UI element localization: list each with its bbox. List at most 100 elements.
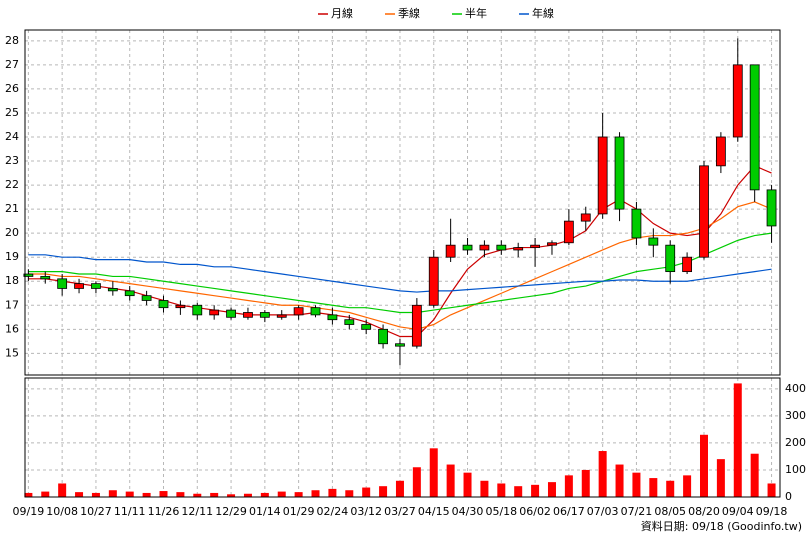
volume-bar	[24, 492, 33, 497]
x-tick-label: 07/21	[621, 505, 653, 518]
candle-body	[580, 213, 591, 222]
volume-bar	[666, 480, 675, 497]
candle-body	[496, 244, 507, 251]
y-tick-label: 20	[5, 226, 19, 239]
volume-bar	[58, 483, 67, 497]
x-tick-label: 06/17	[553, 505, 585, 518]
candle-body	[361, 324, 372, 330]
candle-body	[259, 312, 270, 318]
candle-body	[715, 136, 726, 167]
candle-body	[479, 244, 490, 251]
candle-body	[445, 244, 456, 258]
y-tick-label: 23	[5, 154, 19, 167]
volume-bar	[176, 492, 185, 497]
ma-line	[28, 254, 772, 293]
legend-label: 半年	[465, 6, 487, 20]
candle-body	[648, 237, 659, 246]
candle-body	[665, 244, 676, 273]
candle-body	[395, 343, 405, 347]
candle-body	[462, 244, 473, 251]
volume-bar	[294, 492, 303, 497]
x-tick-label: 09/18	[756, 505, 788, 518]
volume-bar	[311, 490, 320, 497]
candle-body	[344, 319, 355, 325]
legend-label: 季線	[398, 6, 420, 20]
y-tick-label: 17	[5, 298, 19, 311]
candle-body	[192, 304, 203, 316]
candle-body	[91, 283, 101, 289]
x-tick-label: 12/29	[215, 505, 247, 518]
volume-bar	[514, 486, 523, 497]
legend-label: 月線	[331, 6, 353, 20]
y-tick-label: 0	[785, 490, 792, 503]
x-tick-label: 10/27	[80, 505, 112, 518]
volume-bar	[412, 467, 421, 497]
candle-body	[276, 314, 287, 318]
y-tick-label: 400	[785, 382, 806, 395]
plot-frame	[24, 377, 781, 498]
candle-body	[597, 136, 608, 215]
volume-bar	[547, 482, 556, 497]
volume-bar	[497, 483, 506, 497]
x-tick-label: 10/08	[46, 505, 78, 518]
x-tick-label: 06/02	[519, 505, 551, 518]
ma-line	[28, 232, 772, 314]
volume-bar	[159, 491, 168, 497]
volume-bar	[649, 478, 658, 497]
x-tick-label: 03/12	[350, 505, 382, 518]
candle-body	[699, 165, 709, 258]
y-tick-label: 16	[5, 322, 19, 335]
volume-bar	[564, 475, 573, 497]
candle-body	[749, 64, 760, 191]
volume-bar	[210, 492, 219, 497]
candle-body	[428, 256, 439, 306]
y-tick-label: 25	[5, 106, 19, 119]
volume-bar	[463, 472, 472, 497]
volume-bar	[716, 459, 725, 497]
candle-body	[563, 220, 574, 244]
volume-bar	[733, 383, 742, 497]
candle-body	[57, 278, 68, 289]
candle-body	[107, 288, 118, 292]
candle-body	[293, 307, 304, 316]
candle-body	[243, 312, 253, 318]
candle-body	[175, 304, 186, 309]
volume-bar	[108, 490, 117, 497]
ma-line	[28, 165, 772, 338]
volume-bar	[395, 480, 404, 497]
volume-bar	[41, 491, 50, 497]
candle-body	[141, 295, 152, 301]
ma-line	[28, 201, 772, 330]
volume-bar	[615, 464, 624, 497]
x-tick-label: 04/15	[418, 505, 450, 518]
x-tick-label: 04/30	[452, 505, 484, 518]
volume-bar	[260, 492, 269, 497]
volume-bar	[345, 490, 354, 497]
y-tick-label: 18	[5, 274, 19, 287]
volume-bar	[531, 484, 540, 497]
volume-bar	[379, 486, 388, 497]
y-tick-label: 24	[5, 130, 19, 143]
volume-bar	[767, 483, 776, 497]
volume-bar	[125, 491, 134, 497]
candle-body	[40, 276, 51, 280]
x-tick-label: 09/19	[13, 505, 45, 518]
x-tick-label: 12/11	[181, 505, 213, 518]
volume-bar	[598, 451, 607, 497]
candle-body	[209, 309, 220, 316]
y-tick-label: 21	[5, 202, 19, 215]
x-tick-label: 11/11	[114, 505, 146, 518]
volume-bar	[243, 493, 252, 497]
x-tick-label: 02/24	[317, 505, 349, 518]
y-tick-label: 19	[5, 250, 19, 263]
volume-bar	[750, 453, 759, 497]
y-tick-label: 15	[5, 346, 19, 359]
volume-bar	[480, 480, 489, 497]
y-tick-label: 28	[5, 34, 19, 47]
candle-body	[547, 242, 557, 246]
candle-body	[766, 189, 777, 227]
volume-bar	[632, 472, 641, 497]
x-tick-label: 01/14	[249, 505, 281, 518]
volume-bar	[193, 493, 202, 497]
